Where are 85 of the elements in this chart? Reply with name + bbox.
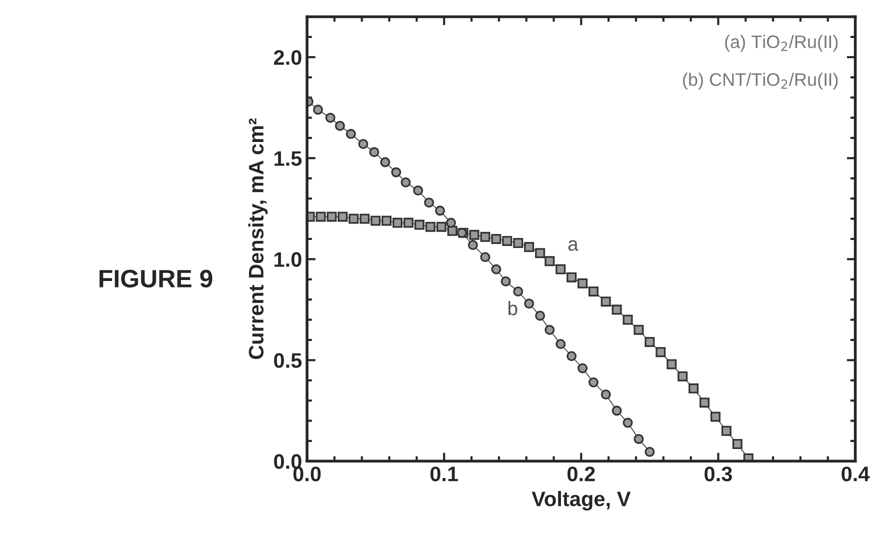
point — [535, 310, 546, 321]
point — [566, 351, 577, 362]
point — [382, 216, 392, 226]
point — [544, 324, 555, 335]
point — [634, 324, 644, 335]
point — [326, 212, 337, 222]
point — [413, 185, 424, 196]
point — [566, 272, 577, 282]
point — [666, 359, 677, 370]
point — [502, 236, 512, 246]
point — [338, 212, 348, 222]
point — [400, 177, 411, 188]
point — [414, 220, 424, 230]
point — [524, 298, 534, 309]
annotation: a — [568, 240, 578, 251]
point — [391, 167, 402, 178]
point — [612, 304, 622, 315]
x-tick-label: 0.1 — [430, 466, 458, 482]
point — [446, 218, 456, 228]
point — [369, 147, 380, 158]
point — [600, 389, 611, 400]
point — [578, 278, 588, 288]
point — [425, 222, 436, 232]
point — [622, 418, 633, 428]
point — [434, 206, 445, 216]
caption: FIGURE 9 — [100, 270, 212, 288]
point — [480, 232, 490, 242]
point — [644, 446, 655, 457]
point — [710, 412, 720, 422]
point — [468, 240, 478, 250]
point — [313, 104, 324, 115]
point — [721, 426, 732, 436]
point — [436, 222, 446, 232]
point — [743, 453, 754, 462]
point — [578, 363, 588, 374]
point — [656, 347, 666, 358]
point — [544, 256, 555, 266]
point — [700, 398, 710, 408]
annotation: (b) CNT/TiO$_{2}$/Ru(II) — [683, 72, 838, 90]
point — [644, 336, 655, 347]
point — [612, 406, 622, 416]
point — [325, 112, 336, 123]
y-tick-label: 0.0 — [274, 454, 302, 469]
y-tick-label: 1.5 — [274, 151, 302, 166]
point — [535, 248, 546, 258]
x-tick-label: 0.2 — [568, 466, 595, 482]
x-axis-title: Voltage, V — [532, 490, 631, 511]
point — [480, 252, 490, 262]
y-tick-label: 0.5 — [274, 353, 302, 368]
x-tick-label: 0.4 — [842, 466, 870, 482]
point — [348, 214, 359, 224]
point — [678, 371, 688, 382]
point — [316, 212, 326, 222]
point — [600, 296, 611, 307]
point — [469, 230, 480, 240]
y-tick-label: 2.0 — [274, 50, 302, 65]
y-tick-label: 1.0 — [274, 252, 302, 267]
point — [634, 434, 644, 444]
point — [424, 198, 434, 208]
annotation: b — [508, 300, 518, 316]
point — [403, 218, 414, 228]
point — [491, 264, 502, 274]
point — [524, 242, 534, 252]
point — [491, 234, 502, 244]
point — [346, 128, 356, 139]
point — [334, 120, 345, 131]
point — [556, 264, 566, 274]
point — [732, 438, 742, 449]
point — [380, 157, 390, 168]
point — [556, 338, 566, 349]
point — [688, 383, 699, 394]
point — [392, 218, 403, 228]
point — [370, 216, 381, 226]
point — [513, 286, 524, 296]
point — [622, 314, 633, 325]
annotation: (a) TiO$_{2}$/Ru(II) — [725, 34, 838, 52]
x-tick-label: 0.0 — [293, 466, 321, 482]
point — [500, 276, 511, 286]
point — [513, 238, 524, 248]
point — [360, 214, 370, 224]
point — [588, 286, 599, 296]
point — [588, 377, 599, 388]
point — [358, 139, 368, 150]
y-axis-title: Current Density, mA cm² — [248, 118, 268, 360]
x-tick-label: 0.3 — [704, 466, 732, 482]
